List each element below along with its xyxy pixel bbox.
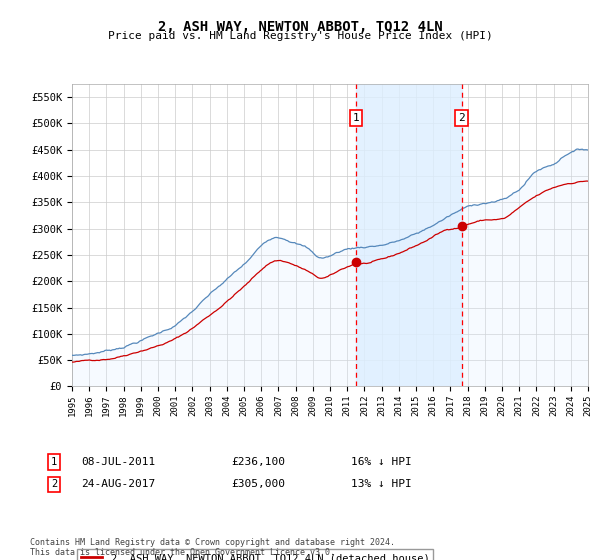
Text: 1: 1 <box>353 113 359 123</box>
Text: 24-AUG-2017: 24-AUG-2017 <box>81 479 155 489</box>
Text: 2: 2 <box>458 113 465 123</box>
Bar <box>356 84 461 386</box>
Text: 16% ↓ HPI: 16% ↓ HPI <box>351 457 412 467</box>
Text: £236,100: £236,100 <box>231 457 285 467</box>
Text: Price paid vs. HM Land Registry's House Price Index (HPI): Price paid vs. HM Land Registry's House … <box>107 31 493 41</box>
Text: 2, ASH WAY, NEWTON ABBOT, TQ12 4LN: 2, ASH WAY, NEWTON ABBOT, TQ12 4LN <box>158 20 442 34</box>
Text: 1: 1 <box>51 457 57 467</box>
Legend: 2, ASH WAY, NEWTON ABBOT, TQ12 4LN (detached house), HPI: Average price, detache: 2, ASH WAY, NEWTON ABBOT, TQ12 4LN (deta… <box>77 549 433 560</box>
Text: 2: 2 <box>51 479 57 489</box>
Text: 08-JUL-2011: 08-JUL-2011 <box>81 457 155 467</box>
Text: 13% ↓ HPI: 13% ↓ HPI <box>351 479 412 489</box>
Text: Contains HM Land Registry data © Crown copyright and database right 2024.
This d: Contains HM Land Registry data © Crown c… <box>30 538 395 557</box>
Text: £305,000: £305,000 <box>231 479 285 489</box>
